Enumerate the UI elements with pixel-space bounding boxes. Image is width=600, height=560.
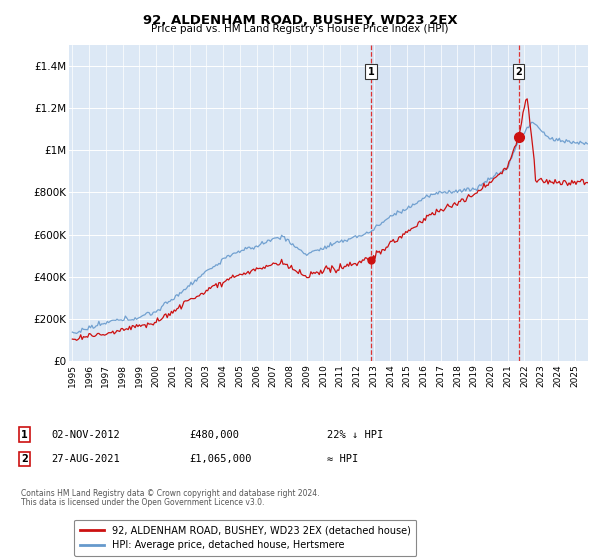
Text: £1,065,000: £1,065,000 [189, 454, 251, 464]
Text: 1: 1 [367, 67, 374, 77]
Text: 2: 2 [21, 454, 28, 464]
Bar [371, 45, 518, 361]
Text: 1: 1 [21, 430, 28, 440]
Text: £480,000: £480,000 [189, 430, 239, 440]
Text: 22% ↓ HPI: 22% ↓ HPI [327, 430, 383, 440]
Text: Contains HM Land Registry data © Crown copyright and database right 2024.: Contains HM Land Registry data © Crown c… [21, 488, 320, 498]
Text: Price paid vs. HM Land Registry's House Price Index (HPI): Price paid vs. HM Land Registry's House … [151, 24, 449, 34]
Text: 27-AUG-2021: 27-AUG-2021 [51, 454, 120, 464]
Text: ≈ HPI: ≈ HPI [327, 454, 358, 464]
Text: This data is licensed under the Open Government Licence v3.0.: This data is licensed under the Open Gov… [21, 498, 265, 507]
Text: 02-NOV-2012: 02-NOV-2012 [51, 430, 120, 440]
Text: 92, ALDENHAM ROAD, BUSHEY, WD23 2EX: 92, ALDENHAM ROAD, BUSHEY, WD23 2EX [143, 14, 457, 27]
Text: 2: 2 [515, 67, 522, 77]
Legend: 92, ALDENHAM ROAD, BUSHEY, WD23 2EX (detached house), HPI: Average price, detach: 92, ALDENHAM ROAD, BUSHEY, WD23 2EX (det… [74, 520, 416, 556]
